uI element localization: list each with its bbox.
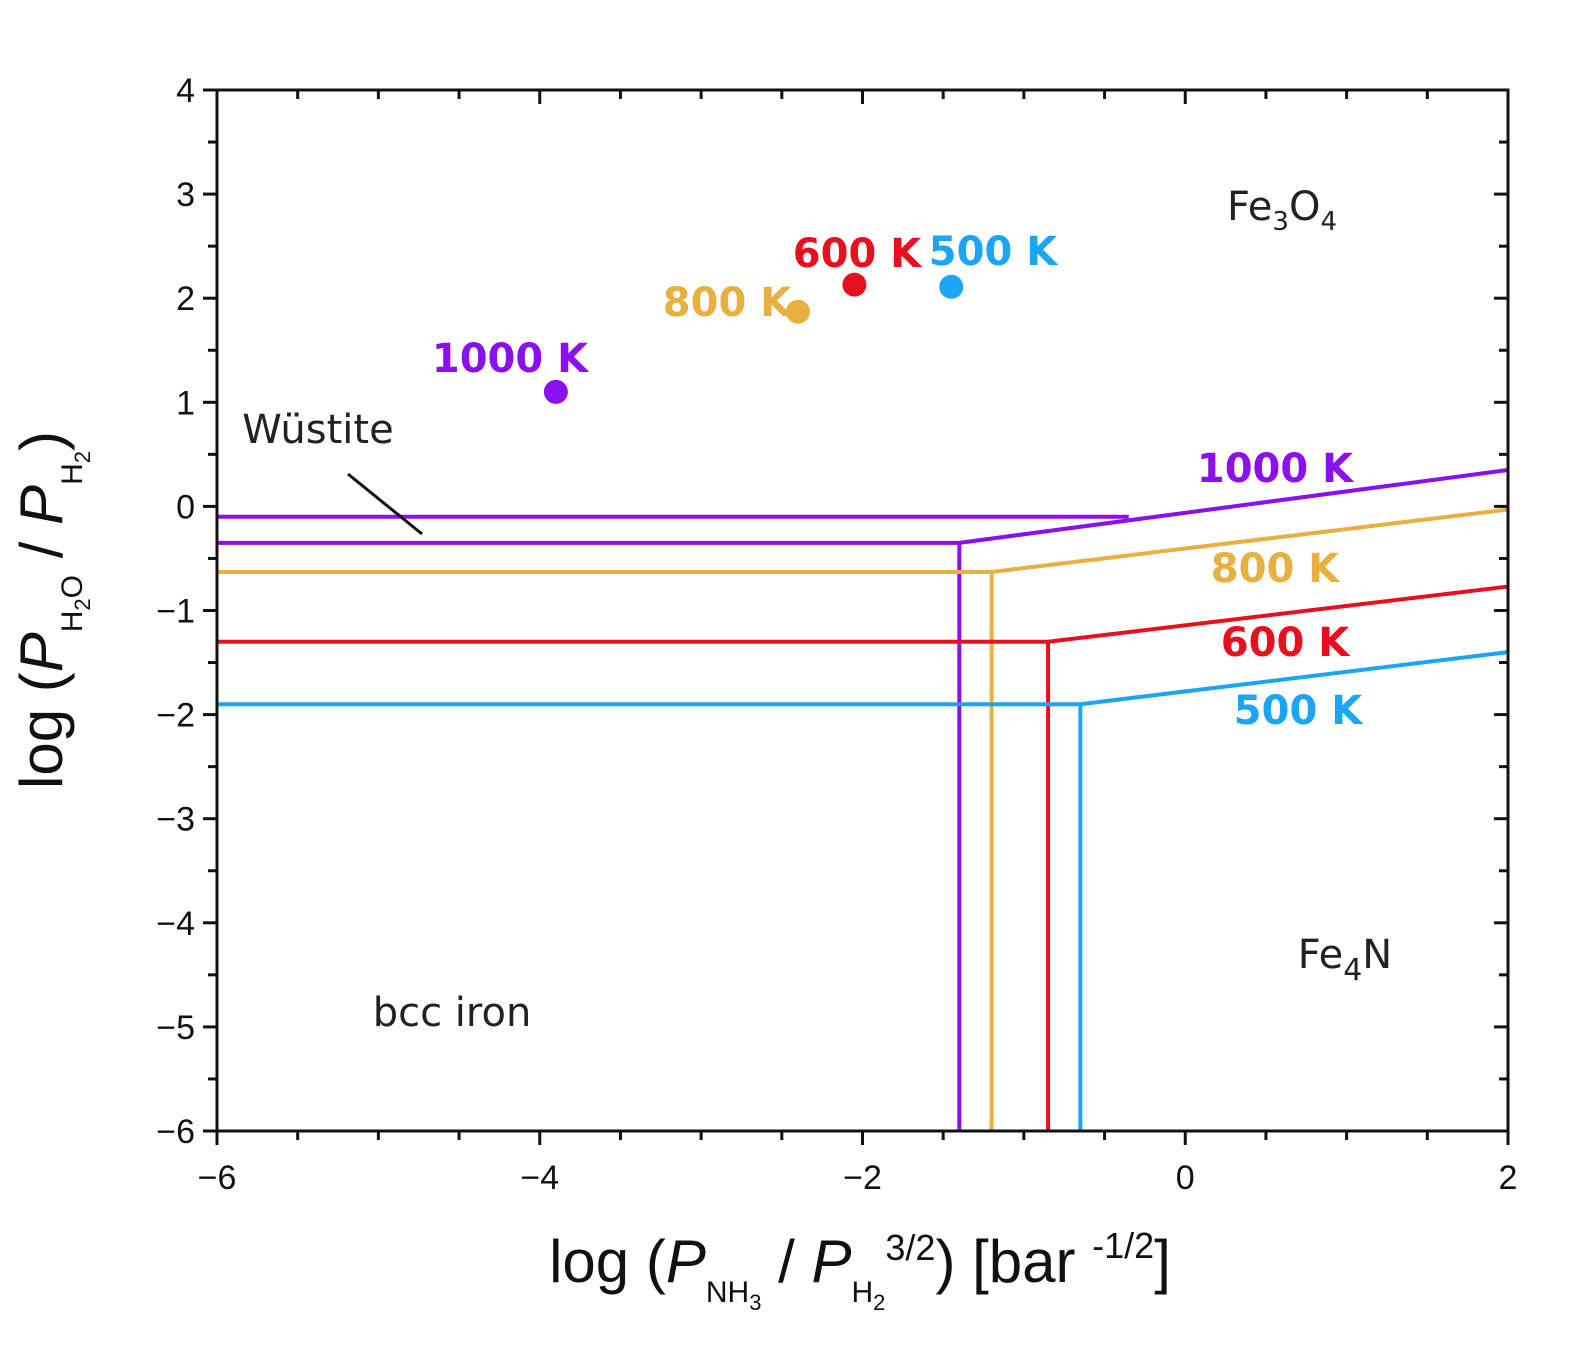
axis-ticks xyxy=(203,88,1510,1145)
y-tick-label: 4 xyxy=(176,72,195,110)
region-label-fe4n: Fe4N xyxy=(1298,932,1392,988)
wustite-pointer-segment xyxy=(347,472,423,536)
y-tick-label: 2 xyxy=(176,280,195,318)
data-point-1000k xyxy=(543,379,568,404)
wustite-pointer-line xyxy=(347,472,423,536)
x-axis-title: log (PNH3 / PH23/2) [bar -1/2] xyxy=(549,1225,1171,1315)
line-label-500k: 500 K xyxy=(1234,688,1364,734)
region-label-wustite: Wüstite xyxy=(242,407,393,453)
data-point-800k xyxy=(785,299,810,324)
x-tick-label: 0 xyxy=(1176,1159,1195,1197)
line-label-1000k: 1000 K xyxy=(1197,446,1355,492)
point-label-500k: 500 K xyxy=(929,229,1059,275)
x-tick-label: −4 xyxy=(520,1159,559,1197)
data-point-600k xyxy=(842,272,867,297)
y-tick-label: −6 xyxy=(156,1113,195,1151)
y-tick-label: −2 xyxy=(156,697,195,735)
x-tick-label: −2 xyxy=(843,1159,882,1197)
region-label-fe3o4: Fe3O4 xyxy=(1227,184,1337,237)
x-tick-label: −6 xyxy=(198,1159,237,1197)
x-tick-label: 2 xyxy=(1499,1159,1518,1197)
point-label-800k: 800 K xyxy=(663,280,793,326)
region-label-bcc-iron: bcc iron xyxy=(373,990,532,1036)
line-label-600k: 600 K xyxy=(1221,620,1351,666)
point-label-1000k: 1000 K xyxy=(432,336,590,382)
data-point-500k xyxy=(939,274,964,299)
data-points xyxy=(543,272,964,404)
point-label-600k: 600 K xyxy=(793,231,923,277)
y-tick-label: −3 xyxy=(156,801,195,839)
y-tick-label: 1 xyxy=(176,384,195,422)
y-tick-label: 3 xyxy=(176,176,195,214)
y-tick-labels: 4 3 2 1 0 −1 −2 −3 −4 −5 −6 xyxy=(156,72,195,1151)
line-label-800k: 800 K xyxy=(1211,546,1341,592)
x-tick-labels: −6 −4 −2 0 2 xyxy=(198,1159,1518,1197)
phase-boundaries xyxy=(217,467,1509,1131)
y-tick-label: −5 xyxy=(156,1009,195,1047)
y-tick-label: −4 xyxy=(156,905,195,943)
y-axis-title: log (PH2O / PH2) xyxy=(8,431,95,789)
y-tick-label: −1 xyxy=(156,593,195,631)
y-tick-label: 0 xyxy=(176,488,195,526)
